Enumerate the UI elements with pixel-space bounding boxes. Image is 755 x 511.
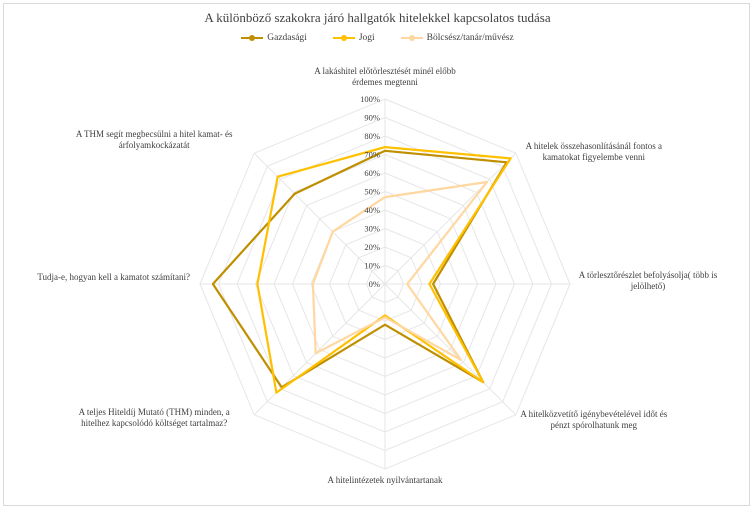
tick-label: 50% [364,187,380,197]
tick-label: 20% [364,242,380,252]
legend-label-bolcsesz: Bölcsész/tanár/művész [426,33,514,43]
axis-label-5: A teljes Hiteldíj Mutató (THM) minden, a… [79,407,230,428]
axis-label-3: A hitelközvetítő igénybevételével időt é… [520,409,667,430]
grid-spoke [384,152,517,285]
grid-spoke [253,152,386,285]
series-line-2 [311,180,489,361]
legend-label-gazdasagi: Gazdasági [267,33,307,43]
legend-swatch-gazdasagi [241,34,264,42]
tick-label: 80% [364,131,380,141]
legend-item-jogi: Jogi [332,33,375,43]
tick-label: 0% [369,279,380,289]
radar-series [211,146,512,394]
tick-label: 10% [364,261,380,271]
chart-title: A különböző szakokra járó hallgatók hite… [204,10,551,25]
radar-grid [199,98,571,470]
chart-frame [3,3,750,506]
axis-label-0: A lakáshitel előtörlesztését minél előbb… [314,66,456,87]
tick-label: 30% [364,224,380,234]
chart-legend: Gazdasági Jogi Bölcsész/tanár/művész [0,33,755,43]
axis-label-6: Tudja-e, hogyan kell a kamatot számítani… [37,272,190,282]
tick-label: 90% [364,113,380,123]
grid-spoke [384,283,517,416]
series-line-1 [256,146,512,394]
tick-label: 100% [360,94,380,104]
axis-label-4: A hitelintézetek nyilvántartanak [328,475,443,485]
tick-label: 40% [364,205,380,215]
legend-swatch-bolcsesz [400,34,423,42]
axis-label-1: A hitelek összehasonlításánál fontos a ka… [526,141,662,162]
axis-label-2: A törlesztőrészlet befolyásolja( több is… [579,270,718,291]
legend-item-gazdasagi: Gazdasági [241,33,307,43]
radar-tick-labels: 0% 10% 20% 30% 40% 50% 60% 70% 80% 90% 100% [360,94,380,289]
legend-swatch-jogi [332,34,355,42]
radar-axis-labels: A lakáshitel előtörlesztését minél előbb… [37,66,717,485]
legend-label-jogi: Jogi [358,33,375,43]
tick-label: 60% [364,168,380,178]
legend-item-bolcsesz: Bölcsész/tanár/művész [400,33,514,43]
axis-label-7: A THM segít megbecsülni a hitel kamat- é… [76,129,233,150]
tick-label: 70% [364,150,380,160]
